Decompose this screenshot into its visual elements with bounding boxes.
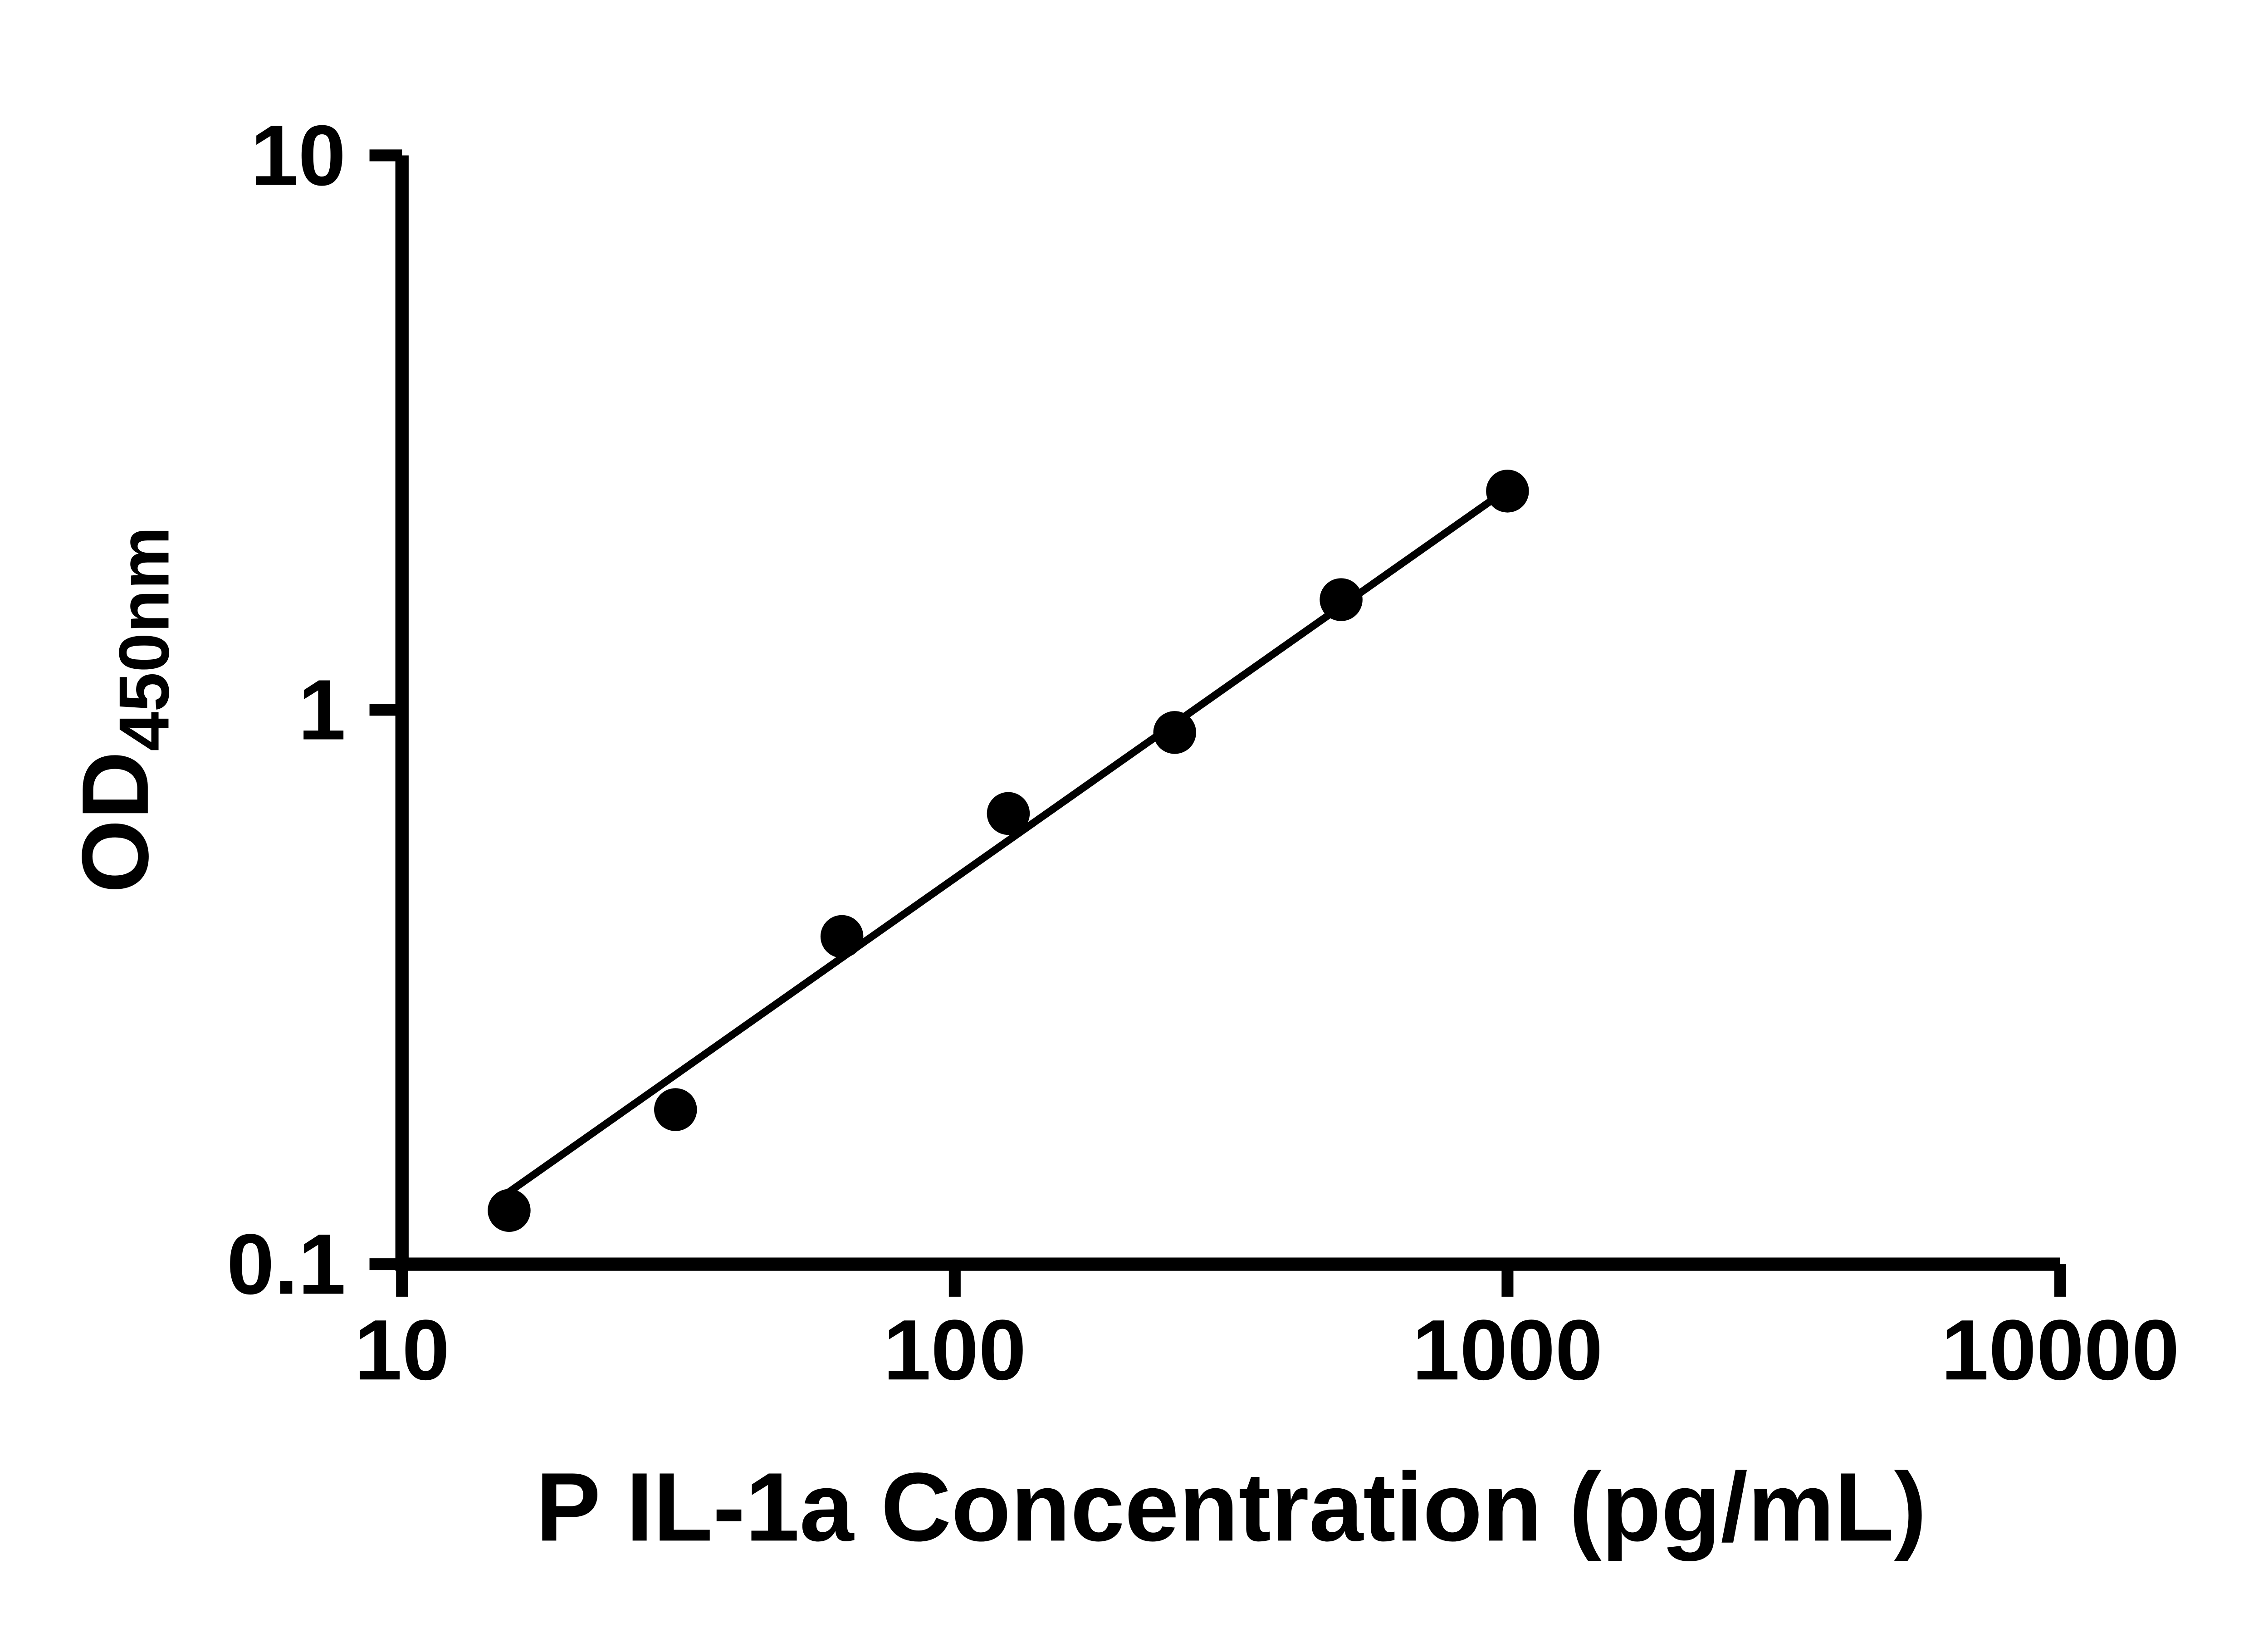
data-point: [654, 1088, 697, 1131]
data-point: [488, 1189, 531, 1232]
axis-spines: [395, 155, 2061, 1271]
data-point: [1486, 470, 1529, 513]
x-axis-tick-label: 10: [354, 1302, 450, 1398]
y-axis-tick-label: 0.1: [227, 1216, 346, 1312]
y-axis-title-subscript: 450nm: [104, 526, 184, 751]
y-axis-tick-label: 10: [250, 108, 346, 204]
plot-area: 10 100 1000 10000 0.1 1 10: [227, 108, 2180, 1398]
x-axis-tick-label: 100: [883, 1302, 1026, 1398]
y-axis-tick-label: 1: [298, 662, 346, 758]
data-point: [820, 915, 864, 958]
x-axis-tick-label: 1000: [1412, 1302, 1603, 1398]
x-axis-tick-label: 10000: [1941, 1302, 2179, 1398]
x-axis-title: P IL-1a Concentration (pg/mL): [536, 1452, 1926, 1561]
y-axis-title-main: OD: [63, 751, 168, 893]
y-axis-title: OD450nm: [63, 526, 184, 893]
data-point: [987, 792, 1030, 835]
data-point: [1320, 578, 1363, 621]
data-point: [1153, 711, 1196, 754]
